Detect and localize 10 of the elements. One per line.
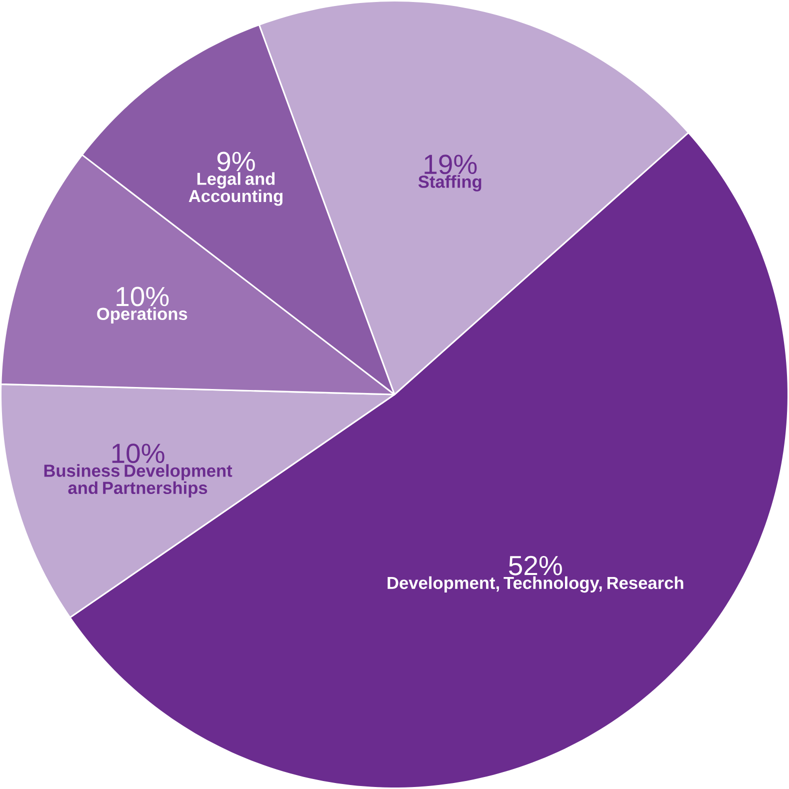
slice-label: Operations xyxy=(97,307,188,324)
slice-label: Legal and Accounting xyxy=(188,172,282,206)
slice-label: Business Development and Partnerships xyxy=(44,464,232,498)
slice-label: Development, Technology, Research xyxy=(388,576,684,593)
data-label: 19% xyxy=(424,154,477,174)
data-label: 9% xyxy=(217,152,255,172)
data-label: 10% xyxy=(116,286,169,306)
data-label: 10% xyxy=(112,444,164,464)
slice-label: Staffing xyxy=(418,175,482,192)
data-label: 52% xyxy=(508,556,562,576)
